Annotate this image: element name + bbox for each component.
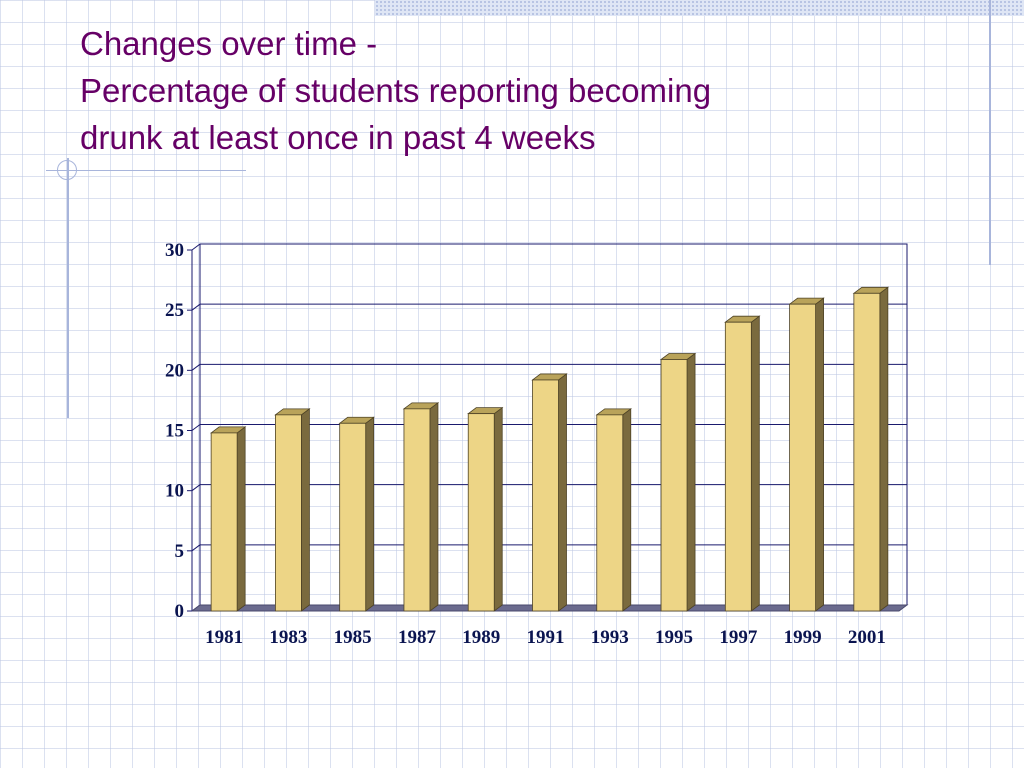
bar-side <box>493 406 503 612</box>
gridline-side <box>191 303 201 311</box>
bar-side <box>815 297 824 612</box>
bar <box>724 321 752 612</box>
y-tick-label: 15 <box>165 421 184 442</box>
decorative-vertical-line-right <box>989 0 991 265</box>
bar-side <box>750 315 760 612</box>
bar-side <box>236 426 246 612</box>
bar-side <box>365 416 375 612</box>
bar <box>789 303 816 612</box>
gridline-side <box>191 363 201 371</box>
bar-side <box>558 373 567 612</box>
y-tick-label: 5 <box>175 541 185 562</box>
x-tick-label: 1993 <box>591 627 629 648</box>
x-tick-label: 1999 <box>784 627 822 648</box>
y-tick-label: 10 <box>165 481 184 502</box>
x-tick-label: 1991 <box>527 627 565 648</box>
bar <box>467 413 495 612</box>
bar-side <box>301 408 310 612</box>
decorative-horizontal-line <box>46 170 246 171</box>
y-tick-label: 30 <box>165 240 184 261</box>
slide-title-line-2: Percentage of students reporting becomin… <box>80 72 712 109</box>
gridline-side <box>191 484 201 492</box>
y-tick-label: 20 <box>165 360 184 381</box>
x-tick-label: 1995 <box>655 627 693 648</box>
x-tick-label: 1989 <box>462 627 500 648</box>
gridline-side <box>191 243 201 251</box>
bar <box>853 292 881 612</box>
bar-side <box>429 402 439 612</box>
x-tick-label: 1983 <box>269 627 307 648</box>
slide-title-line-1: Changes over time - <box>80 25 378 62</box>
y-tick-label: 0 <box>175 601 185 622</box>
bar <box>339 422 367 612</box>
decorative-top-band <box>375 0 1024 16</box>
x-tick-label: 1985 <box>334 627 372 648</box>
bar-side <box>686 352 696 612</box>
gridline-side <box>191 424 201 431</box>
bar-side <box>622 408 632 612</box>
bar <box>532 379 559 612</box>
bar <box>596 414 624 612</box>
slide-title-line-3: drunk at least once in past 4 weeks <box>80 119 596 156</box>
y-tick-label: 25 <box>165 300 184 321</box>
slide-title: Changes over time - Percentage of studen… <box>80 20 980 161</box>
bar <box>403 408 431 612</box>
decorative-vertical-line-left <box>67 158 69 418</box>
decorative-circle <box>57 160 77 180</box>
bar <box>210 432 238 612</box>
x-tick-label: 2001 <box>848 627 886 648</box>
x-tick-label: 1981 <box>205 627 243 648</box>
gridline-side <box>191 544 201 552</box>
x-tick-label: 1987 <box>398 627 437 648</box>
x-tick-label: 1997 <box>719 627 758 648</box>
bar-side <box>879 286 889 612</box>
bar <box>660 359 688 612</box>
bar <box>275 414 302 612</box>
